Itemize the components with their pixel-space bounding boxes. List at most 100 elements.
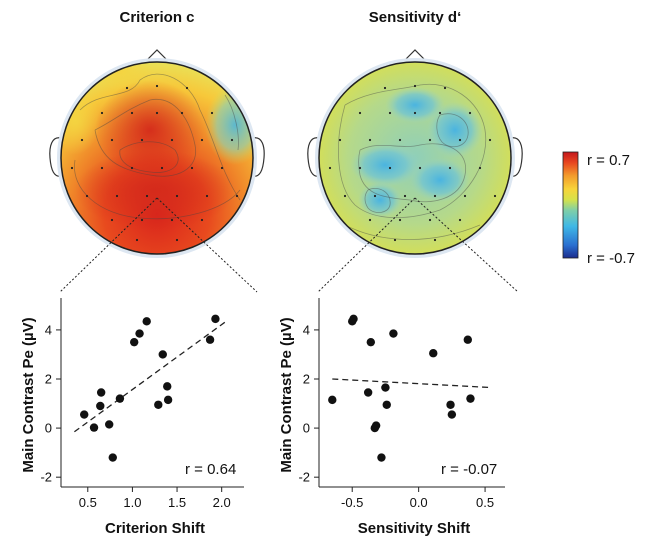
electrode-dot <box>200 218 204 222</box>
electrode-dot <box>175 238 179 242</box>
data-point <box>96 388 106 397</box>
data-point <box>108 453 117 462</box>
electrode-dot <box>100 166 104 170</box>
electrode-dot <box>418 166 422 170</box>
electrode-dot <box>170 138 174 142</box>
electrode-dot <box>85 194 89 198</box>
y-tick-label: -2 <box>40 470 52 485</box>
electrode-dot <box>110 138 114 142</box>
data-point <box>211 314 220 324</box>
electrode-dot <box>130 166 134 170</box>
data-point <box>377 453 386 462</box>
electrode-dot <box>478 166 482 170</box>
regression-line <box>74 320 227 433</box>
electrode-dot <box>458 218 462 222</box>
y-tick-label: 0 <box>45 421 52 436</box>
data-point <box>382 400 391 409</box>
electrode-dot <box>428 138 432 142</box>
electrode-dot <box>388 111 392 115</box>
electrode-dot <box>368 138 372 142</box>
regression-line <box>332 378 492 389</box>
electrode-dot <box>393 238 397 242</box>
x-tick-label: 1.5 <box>168 495 186 510</box>
topomap-criterion <box>49 49 265 258</box>
electrode-dot <box>190 166 194 170</box>
y-tick-label: 2 <box>303 372 310 387</box>
data-point <box>163 395 173 405</box>
electrode-dot <box>413 84 417 88</box>
electrode-dot <box>328 166 332 170</box>
x-tick-label: -0.5 <box>341 495 363 510</box>
electrode-dot <box>398 138 402 142</box>
electrode-dot <box>368 218 372 222</box>
electrode-dot <box>125 86 129 90</box>
electrode-dot <box>175 194 179 198</box>
data-point <box>115 394 125 403</box>
zoom-connectors <box>59 197 519 293</box>
data-point <box>381 383 390 392</box>
electrode-dot <box>220 166 224 170</box>
data-point <box>463 335 472 344</box>
topomap-title-criterion: Criterion c <box>119 9 194 26</box>
colorbar: r = 0.7 r = -0.7 <box>562 151 635 267</box>
electrode-dot <box>358 111 362 115</box>
electrode-dot <box>458 138 462 142</box>
electrode-dot <box>488 138 492 142</box>
data-point <box>328 395 337 405</box>
x-tick-label: 1.0 <box>123 495 141 510</box>
colorbar-min-label: r = -0.7 <box>587 250 635 267</box>
y-tick-label: -2 <box>298 470 310 485</box>
electrode-dot <box>463 194 467 198</box>
data-point <box>163 382 172 391</box>
data-point <box>349 314 358 324</box>
electrode-dot <box>403 194 407 198</box>
electrode-dot <box>135 238 139 242</box>
data-point <box>96 401 105 411</box>
x-tick-label: 0.5 <box>476 495 494 510</box>
data-point <box>366 337 376 347</box>
y-axis-title: Main Contrast Pe (µV) <box>20 317 37 472</box>
topomap-sensitivity <box>307 49 523 258</box>
electrode-dot <box>160 166 164 170</box>
electrode-dot <box>428 218 432 222</box>
correlation-annotation: r = 0.64 <box>185 461 236 478</box>
data-point <box>389 329 398 338</box>
electrode-dot <box>433 238 437 242</box>
correlation-annotation: r = -0.07 <box>441 461 497 478</box>
electrode-dot <box>200 138 204 142</box>
electrode-dot <box>373 194 377 198</box>
data-point <box>158 350 167 359</box>
y-tick-label: 0 <box>303 421 310 436</box>
data-point <box>105 420 114 429</box>
data-point <box>447 410 457 419</box>
electrode-dot <box>155 111 159 115</box>
electrode-dot <box>180 111 184 115</box>
electrode-dot <box>130 111 134 115</box>
data-point <box>363 388 373 397</box>
electrode-dot <box>438 111 442 115</box>
electrode-dot <box>343 194 347 198</box>
electrode-dot <box>493 194 497 198</box>
colorbar-max-label: r = 0.7 <box>587 152 630 169</box>
topomap-title-sensitivity: Sensitivity d‘ <box>369 9 462 26</box>
x-tick-label: 0.0 <box>410 495 428 510</box>
data-point <box>89 423 99 432</box>
scatter-sensitivity: -2 0 2 4 -0.5 0.0 0.5 r = -0.07 Sensitivity S… <box>278 298 505 537</box>
electrode-dot <box>210 111 214 115</box>
electrode-dot <box>235 194 239 198</box>
electrode-dot <box>398 218 402 222</box>
electrode-dot <box>80 138 84 142</box>
electrode-dot <box>338 138 342 142</box>
x-tick-label: 2.0 <box>213 495 231 510</box>
electrode-dot <box>115 194 119 198</box>
data-point <box>446 400 455 409</box>
electrode-dot <box>468 111 472 115</box>
electrode-dot <box>205 194 209 198</box>
electrode-dot <box>170 218 174 222</box>
data-point <box>80 410 89 419</box>
electrode-dot <box>145 194 149 198</box>
y-axis-title: Main Contrast Pe (µV) <box>278 317 295 472</box>
electrode-dot <box>140 138 144 142</box>
data-point <box>130 337 139 347</box>
